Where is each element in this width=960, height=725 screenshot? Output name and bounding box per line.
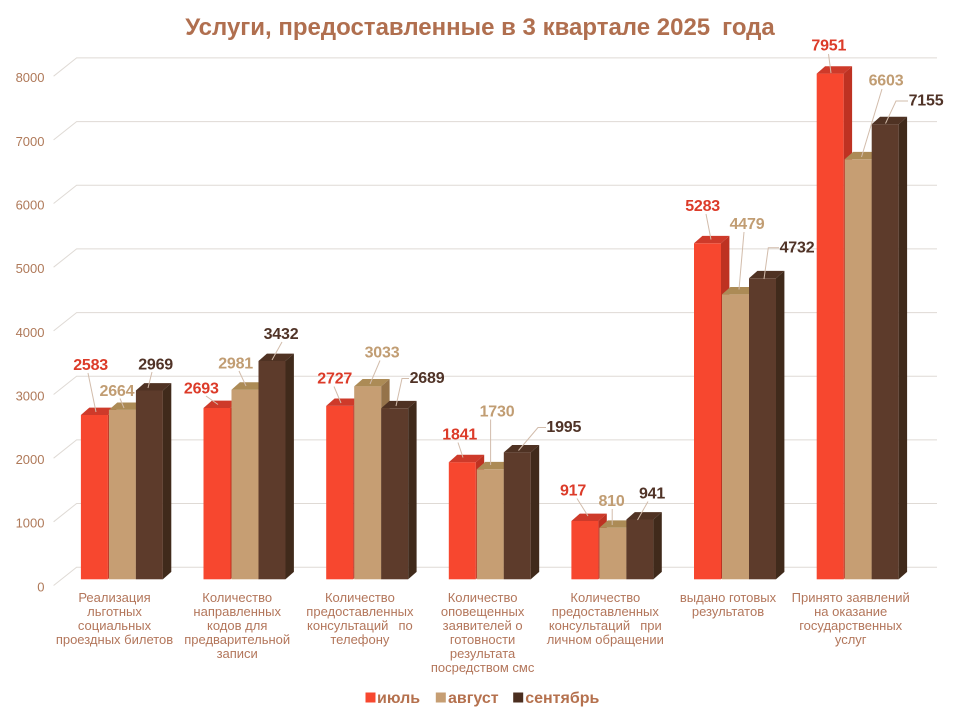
svg-text:сентябрь: сентябрь [525, 690, 599, 707]
svg-text:личном обращении: личном обращении [547, 632, 664, 647]
svg-text:2583: 2583 [73, 357, 108, 374]
svg-text:7951: 7951 [811, 38, 846, 55]
svg-text:услуг: услуг [835, 632, 867, 647]
svg-text:предварительной: предварительной [184, 632, 290, 647]
svg-text:результата: результата [450, 646, 516, 661]
svg-text:2000: 2000 [16, 452, 45, 467]
svg-text:810: 810 [598, 493, 624, 510]
svg-text:июль: июль [377, 690, 420, 707]
svg-text:1000: 1000 [16, 516, 45, 531]
svg-text:готовности: готовности [450, 632, 515, 647]
svg-text:3432: 3432 [264, 326, 299, 343]
svg-text:кодов для: кодов для [207, 618, 267, 633]
svg-text:телефону: телефону [330, 632, 390, 647]
svg-text:Реализация: Реализация [78, 590, 150, 605]
svg-text:2727: 2727 [317, 371, 352, 388]
svg-text:941: 941 [639, 486, 665, 503]
svg-text:4732: 4732 [780, 239, 815, 256]
svg-text:6000: 6000 [16, 197, 45, 212]
svg-text:1995: 1995 [546, 419, 581, 436]
svg-text:консультаций при: консультаций при [549, 618, 662, 633]
svg-text:2693: 2693 [184, 380, 219, 397]
svg-text:предоставленных: предоставленных [306, 604, 414, 619]
svg-text:5283: 5283 [685, 198, 720, 215]
svg-text:август: август [448, 690, 499, 707]
svg-text:2981: 2981 [218, 355, 253, 372]
svg-text:7000: 7000 [16, 134, 45, 149]
svg-text:консультаций по: консультаций по [307, 618, 413, 633]
svg-text:917: 917 [560, 483, 586, 500]
svg-text:Количество: Количество [570, 590, 640, 605]
svg-text:выдано готовых: выдано готовых [680, 590, 777, 605]
svg-text:проездных билетов: проездных билетов [56, 632, 173, 647]
svg-text:социальных: социальных [78, 618, 152, 633]
svg-text:Принято заявлений: Принято заявлений [792, 590, 910, 605]
svg-text:5000: 5000 [16, 261, 45, 276]
svg-text:2664: 2664 [100, 383, 135, 400]
svg-text:3033: 3033 [365, 345, 400, 362]
svg-text:оповещенных: оповещенных [441, 604, 525, 619]
svg-text:Количество: Количество [448, 590, 518, 605]
svg-text:результатов: результатов [692, 604, 764, 619]
svg-text:Услуги, предоставленные в 3 кв: Услуги, предоставленные в 3 квартале 202… [185, 14, 775, 41]
svg-text:предоставленных: предоставленных [552, 604, 660, 619]
svg-text:4000: 4000 [16, 325, 45, 340]
svg-text:4479: 4479 [730, 216, 765, 233]
svg-text:записи: записи [217, 646, 258, 661]
svg-text:8000: 8000 [16, 70, 45, 85]
svg-text:Количество: Количество [202, 590, 272, 605]
svg-text:3000: 3000 [16, 388, 45, 403]
svg-text:1841: 1841 [442, 427, 477, 444]
svg-text:Количество: Количество [325, 590, 395, 605]
svg-text:государственных: государственных [799, 618, 902, 633]
svg-text:2969: 2969 [138, 357, 173, 374]
svg-text:1730: 1730 [480, 404, 515, 421]
svg-text:0: 0 [37, 579, 44, 594]
svg-text:заявителей о: заявителей о [443, 618, 523, 633]
svg-text:на оказание: на оказание [814, 604, 887, 619]
svg-text:направленных: направленных [193, 604, 281, 619]
svg-text:6603: 6603 [869, 73, 904, 90]
svg-text:2689: 2689 [410, 370, 445, 387]
svg-text:посредством смс: посредством смс [431, 660, 535, 675]
svg-text:льготных: льготных [87, 604, 142, 619]
svg-text:7155: 7155 [909, 93, 944, 110]
